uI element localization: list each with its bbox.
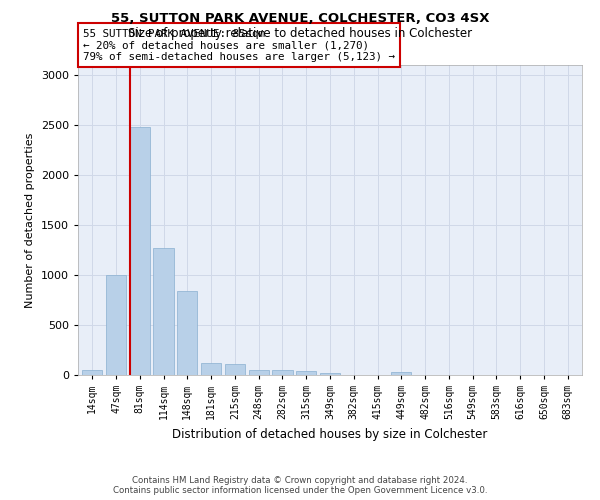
- Bar: [106, 275, 126, 375]
- Bar: [248, 370, 269, 375]
- Bar: [320, 372, 340, 375]
- Bar: [272, 370, 293, 375]
- Bar: [82, 370, 103, 375]
- Bar: [201, 363, 221, 375]
- Y-axis label: Number of detached properties: Number of detached properties: [25, 132, 35, 308]
- X-axis label: Distribution of detached houses by size in Colchester: Distribution of detached houses by size …: [172, 428, 488, 440]
- Text: 55 SUTTON PARK AVENUE: 85sqm
← 20% of detached houses are smaller (1,270)
79% of: 55 SUTTON PARK AVENUE: 85sqm ← 20% of de…: [83, 28, 395, 62]
- Bar: [391, 372, 412, 375]
- Bar: [154, 248, 173, 375]
- Text: 55, SUTTON PARK AVENUE, COLCHESTER, CO3 4SX: 55, SUTTON PARK AVENUE, COLCHESTER, CO3 …: [111, 12, 489, 26]
- Bar: [130, 127, 150, 375]
- Bar: [296, 371, 316, 375]
- Bar: [225, 364, 245, 375]
- Text: Contains HM Land Registry data © Crown copyright and database right 2024.
Contai: Contains HM Land Registry data © Crown c…: [113, 476, 487, 495]
- Text: Size of property relative to detached houses in Colchester: Size of property relative to detached ho…: [128, 28, 472, 40]
- Bar: [177, 291, 197, 375]
